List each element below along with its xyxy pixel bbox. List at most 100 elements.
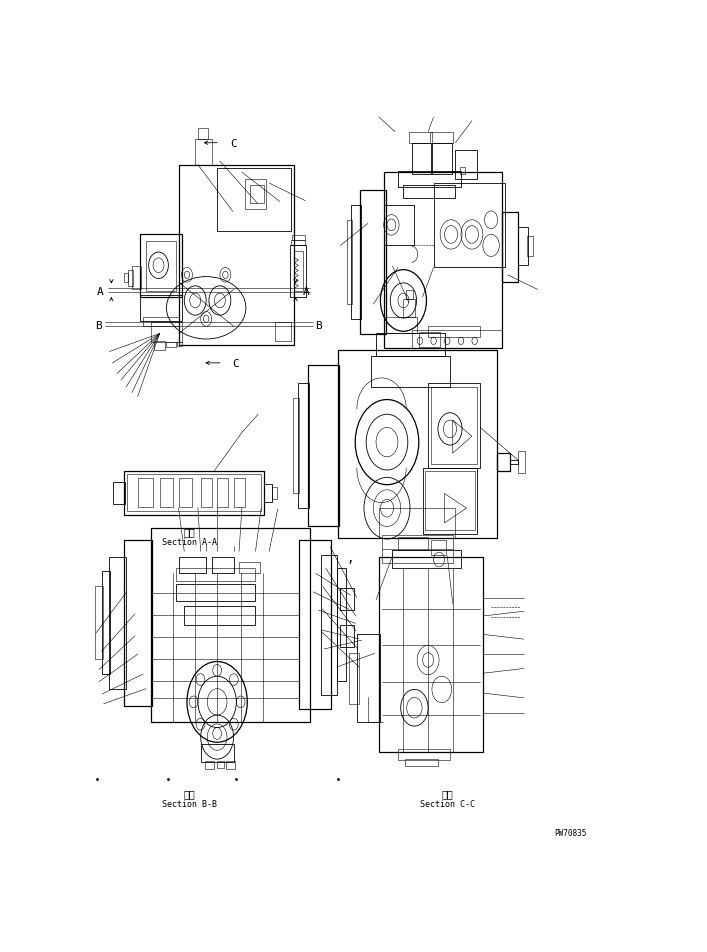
Bar: [146, 242, 176, 291]
Bar: [124, 274, 129, 283]
Bar: [407, 291, 413, 300]
Bar: [379, 558, 483, 752]
Bar: [428, 327, 480, 338]
Bar: [138, 479, 153, 507]
Text: 断面: 断面: [184, 789, 196, 799]
Bar: [179, 558, 206, 574]
Bar: [409, 132, 433, 144]
Bar: [398, 537, 428, 550]
Bar: [292, 236, 305, 240]
Bar: [385, 206, 414, 247]
Bar: [233, 479, 245, 507]
Bar: [160, 479, 173, 507]
Bar: [357, 635, 380, 723]
Bar: [370, 357, 450, 387]
Bar: [124, 541, 153, 705]
Bar: [392, 550, 461, 568]
Bar: [404, 300, 416, 318]
Bar: [379, 508, 455, 538]
Bar: [198, 129, 208, 140]
Bar: [460, 168, 465, 175]
Bar: [411, 330, 502, 348]
Bar: [201, 479, 211, 507]
Bar: [308, 366, 339, 527]
Bar: [290, 247, 306, 298]
Bar: [211, 558, 233, 574]
Text: A: A: [97, 287, 104, 297]
Bar: [141, 235, 182, 298]
Bar: [518, 451, 525, 473]
Bar: [298, 384, 309, 508]
Bar: [299, 541, 331, 709]
Bar: [293, 399, 299, 494]
Bar: [128, 270, 134, 287]
Bar: [382, 536, 452, 564]
Bar: [264, 485, 272, 502]
Text: PW70835: PW70835: [554, 828, 587, 837]
Bar: [127, 475, 261, 511]
Bar: [510, 461, 518, 465]
Bar: [124, 471, 264, 515]
Bar: [239, 563, 260, 574]
Bar: [411, 144, 431, 174]
Bar: [113, 483, 125, 505]
Bar: [201, 744, 233, 763]
Bar: [419, 332, 440, 347]
Bar: [141, 296, 182, 322]
Text: 断面: 断面: [441, 789, 453, 799]
Bar: [431, 541, 446, 556]
Bar: [109, 557, 126, 689]
Bar: [291, 240, 305, 247]
Bar: [132, 267, 141, 290]
Bar: [250, 186, 264, 204]
Bar: [347, 221, 353, 305]
Bar: [151, 528, 310, 723]
Bar: [217, 169, 291, 231]
Bar: [455, 151, 477, 180]
Bar: [398, 171, 461, 188]
Bar: [179, 166, 294, 346]
Bar: [245, 180, 267, 209]
Bar: [376, 333, 445, 357]
Bar: [518, 228, 528, 266]
Bar: [341, 625, 354, 647]
Bar: [385, 317, 417, 333]
Bar: [226, 761, 235, 769]
Bar: [431, 387, 477, 465]
Bar: [341, 588, 354, 610]
Bar: [179, 479, 192, 507]
Bar: [431, 132, 453, 144]
Bar: [166, 342, 176, 348]
Bar: [275, 323, 291, 342]
Bar: [321, 556, 337, 695]
Bar: [349, 653, 358, 704]
Bar: [176, 568, 255, 581]
Bar: [177, 342, 182, 347]
Text: Section C-C: Section C-C: [420, 800, 475, 808]
Bar: [338, 351, 496, 538]
Bar: [294, 252, 303, 291]
Bar: [195, 140, 211, 166]
Bar: [272, 487, 277, 499]
Bar: [527, 237, 533, 257]
Bar: [204, 761, 214, 769]
Bar: [398, 749, 450, 760]
Bar: [151, 323, 182, 343]
Text: ,: ,: [346, 551, 354, 565]
Bar: [351, 206, 361, 320]
Bar: [404, 186, 455, 199]
Bar: [405, 760, 438, 766]
Bar: [95, 586, 103, 660]
Bar: [217, 761, 223, 768]
Bar: [423, 468, 477, 534]
Text: B: B: [315, 321, 322, 330]
Text: B: B: [95, 321, 102, 330]
Bar: [360, 191, 386, 334]
Text: C: C: [230, 139, 237, 149]
Text: 断面: 断面: [184, 527, 196, 537]
Bar: [433, 184, 505, 268]
Bar: [496, 454, 510, 472]
Text: C: C: [232, 359, 238, 368]
Text: A: A: [303, 287, 310, 297]
Bar: [154, 342, 165, 350]
